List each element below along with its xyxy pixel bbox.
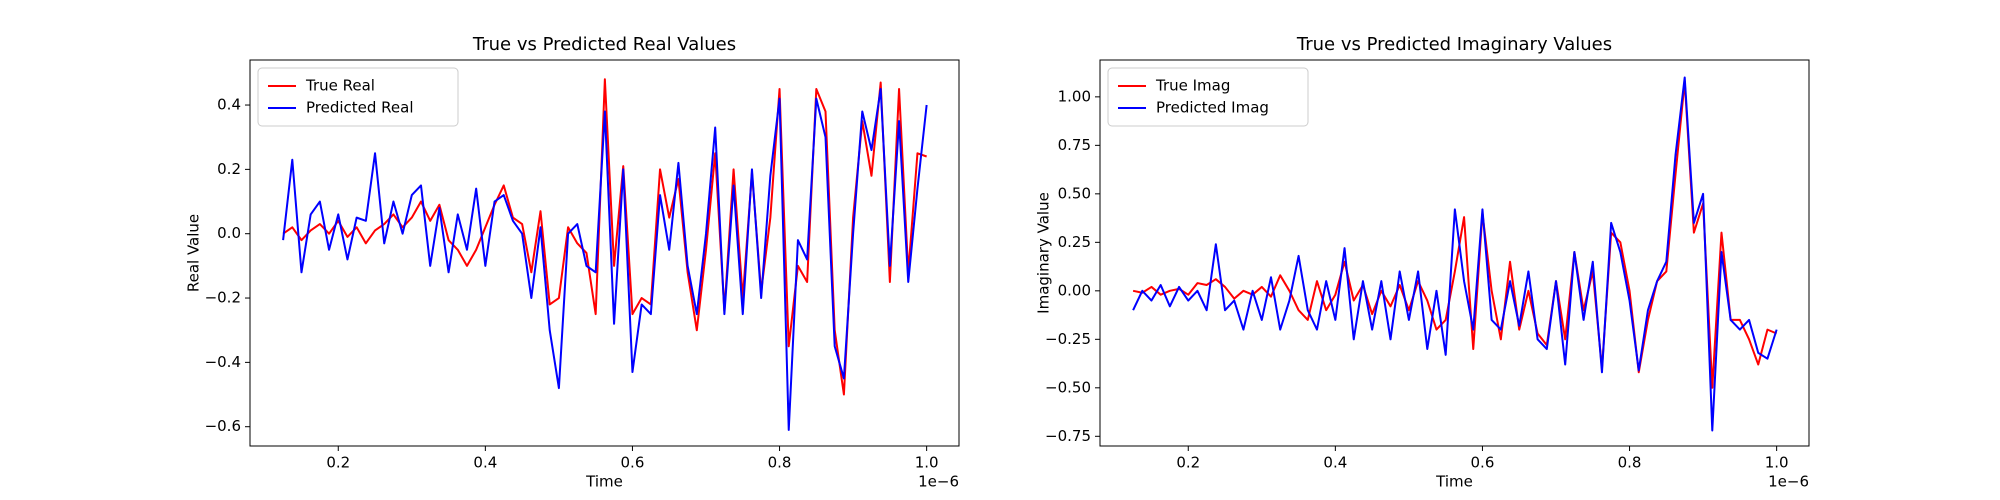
y-tick-label: 0.0 [217,224,241,242]
x-tick-label: 0.8 [768,454,792,472]
legend-label: Predicted Imag [1156,99,1269,117]
y-tick-label: −0.4 [205,353,241,371]
y-tick-label: −0.25 [1045,330,1091,348]
x-offset-label: 1e−6 [1768,473,1809,491]
x-tick-label: 0.2 [326,454,350,472]
x-tick-label: 0.4 [1323,454,1347,472]
series-line [282,87,928,431]
series-line [1132,80,1778,389]
x-tick-label: 1.0 [1765,454,1789,472]
y-tick-label: −0.2 [205,289,241,307]
y-tick-label: 1.00 [1058,87,1091,105]
legend-box [257,67,459,127]
x-tick-label: 0.8 [1618,454,1642,472]
y-tick-label: −0.6 [205,417,241,435]
axes-frame [1099,59,1810,447]
y-tick-label: −0.75 [1045,427,1091,445]
y-axis-label: Real Value [185,214,203,292]
x-tick-label: 0.6 [1471,454,1495,472]
legend-label: True Real [305,77,375,95]
legend-label: Predicted Real [306,99,414,117]
y-tick-label: 0.75 [1058,136,1091,154]
chart-title: True vs Predicted Imaginary Values [1296,34,1612,55]
y-tick-label: 0.2 [217,160,241,178]
x-tick-label: 0.2 [1176,454,1200,472]
x-tick-label: 0.6 [621,454,645,472]
x-axis-label: Time [585,473,623,491]
y-tick-label: −0.50 [1045,378,1091,396]
chart-title: True vs Predicted Real Values [472,34,736,55]
series-line [1132,76,1778,432]
x-tick-label: 1.0 [915,454,939,472]
y-tick-label: 0.25 [1058,233,1091,251]
x-tick-label: 0.4 [473,454,497,472]
x-axis-label: Time [1435,473,1473,491]
legend-label: True Imag [1155,77,1230,95]
y-tick-label: 0.00 [1058,281,1091,299]
y-tick-label: 0.4 [217,96,241,114]
x-offset-label: 1e−6 [918,473,959,491]
legend-box [1107,67,1309,127]
y-axis-label: Imaginary Value [1035,192,1053,314]
y-tick-label: 0.50 [1058,184,1091,202]
axes-frame [249,59,960,447]
